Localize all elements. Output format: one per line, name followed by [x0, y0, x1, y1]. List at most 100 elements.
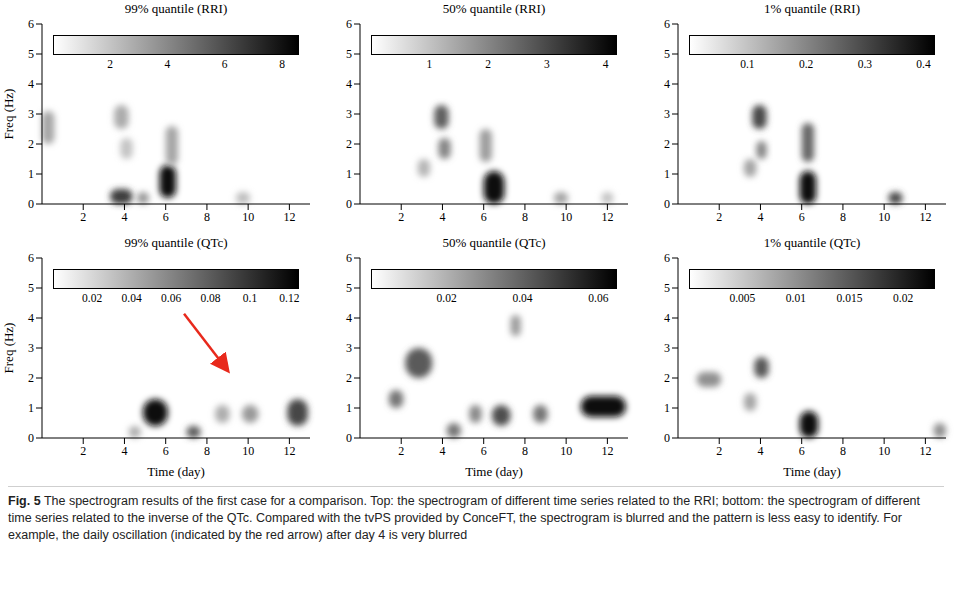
svg-text:6: 6	[346, 252, 352, 265]
svg-text:2: 2	[28, 371, 34, 385]
svg-text:5: 5	[346, 281, 352, 295]
html-text:50% quantile (RRI): 50% quantile (RRI)	[442, 1, 546, 16]
html-text:0.1: 0.1	[740, 57, 755, 70]
svg-text:Time (day): Time (day)	[783, 464, 841, 479]
svg-text:2: 2	[346, 371, 352, 385]
svg-text:3: 3	[346, 107, 352, 121]
svg-text:0: 0	[346, 431, 352, 445]
svg-text:1: 1	[664, 401, 670, 415]
svg-text:4: 4	[757, 444, 763, 458]
html-text:0.4: 0.4	[916, 57, 931, 70]
svg-text:10: 10	[242, 444, 254, 458]
html-text:1% quantile (RRI): 1% quantile (RRI)	[764, 1, 860, 16]
svg-text:8: 8	[204, 210, 210, 224]
svg-text:4: 4	[346, 311, 352, 325]
svg-text:12: 12	[283, 210, 295, 224]
svg-text:3: 3	[346, 341, 352, 355]
svg-text:6: 6	[28, 252, 34, 265]
svg-text:0: 0	[28, 431, 34, 445]
svg-text:4: 4	[121, 210, 127, 224]
svg-text:8: 8	[522, 210, 528, 224]
svg-text:10: 10	[878, 444, 890, 458]
html-text:0.02: 0.02	[82, 291, 103, 304]
svg-text:3: 3	[28, 107, 34, 121]
html-text:0.06: 0.06	[161, 291, 182, 304]
svg-text:12: 12	[919, 444, 931, 458]
html-text:1% quantile (QTc): 1% quantile (QTc)	[763, 235, 861, 250]
svg-text:6: 6	[799, 210, 805, 224]
html-text:0.2: 0.2	[798, 57, 814, 70]
svg-text:0: 0	[346, 197, 352, 211]
svg-text:0: 0	[664, 197, 670, 211]
svg-text:4: 4	[28, 77, 34, 91]
svg-text:4: 4	[664, 311, 670, 325]
svg-text:2: 2	[398, 444, 404, 458]
svg-text:1: 1	[28, 167, 34, 181]
html-text:0.3: 0.3	[857, 57, 872, 70]
svg-text:2: 2	[398, 210, 404, 224]
html-text:0.08: 0.08	[200, 291, 221, 304]
svg-text:1: 1	[346, 401, 352, 415]
svg-text:6: 6	[481, 444, 487, 458]
svg-text:3: 3	[664, 107, 670, 121]
svg-text:12: 12	[919, 210, 931, 224]
svg-text:4: 4	[757, 210, 763, 224]
svg-text:10: 10	[878, 210, 890, 224]
svg-text:4: 4	[121, 444, 127, 458]
svg-text:0: 0	[28, 197, 34, 211]
svg-text:4: 4	[346, 77, 352, 91]
svg-text:6: 6	[664, 252, 670, 265]
svg-text:2: 2	[664, 371, 670, 385]
html-text:99% quantile (QTc): 99% quantile (QTc)	[124, 235, 228, 250]
svg-text:4: 4	[439, 210, 445, 224]
svg-text:12: 12	[283, 444, 295, 458]
svg-text:6: 6	[163, 210, 169, 224]
svg-text:6: 6	[481, 210, 487, 224]
svg-text:1: 1	[346, 167, 352, 181]
svg-text:Time (day): Time (day)	[465, 464, 523, 479]
svg-text:2: 2	[664, 137, 670, 151]
html-text:0.04: 0.04	[121, 291, 142, 304]
svg-text:8: 8	[840, 210, 846, 224]
svg-text:2: 2	[28, 137, 34, 151]
svg-text:12: 12	[601, 210, 613, 224]
svg-text:8: 8	[522, 444, 528, 458]
svg-text:6: 6	[163, 444, 169, 458]
svg-text:3: 3	[664, 341, 670, 355]
svg-text:Freq (Hz): Freq (Hz)	[1, 89, 16, 140]
html-text:0.1: 0.1	[242, 291, 258, 304]
svg-text:2: 2	[80, 444, 86, 458]
html-text:50% quantile (QTc): 50% quantile (QTc)	[442, 235, 546, 250]
svg-text:5: 5	[346, 47, 352, 61]
svg-text:2: 2	[716, 210, 722, 224]
svg-text:12: 12	[601, 444, 613, 458]
svg-text:10: 10	[560, 210, 572, 224]
svg-text:10: 10	[242, 210, 254, 224]
html-text:0.12: 0.12	[279, 291, 300, 304]
svg-text:10: 10	[560, 444, 572, 458]
svg-text:1: 1	[28, 401, 34, 415]
svg-text:6: 6	[799, 444, 805, 458]
svg-text:2: 2	[346, 137, 352, 151]
html-text:99% quantile (RRI): 99% quantile (RRI)	[124, 1, 228, 16]
svg-text:6: 6	[664, 18, 670, 31]
svg-text:5: 5	[28, 281, 34, 295]
svg-text:Time (day): Time (day)	[147, 464, 205, 479]
svg-text:5: 5	[664, 47, 670, 61]
svg-text:0: 0	[664, 431, 670, 445]
svg-text:1: 1	[664, 167, 670, 181]
svg-text:2: 2	[80, 210, 86, 224]
svg-text:8: 8	[204, 444, 210, 458]
svg-text:3: 3	[28, 341, 34, 355]
svg-text:4: 4	[28, 311, 34, 325]
svg-text:2: 2	[716, 444, 722, 458]
svg-text:Freq (Hz): Freq (Hz)	[1, 323, 16, 374]
svg-text:5: 5	[664, 281, 670, 295]
svg-text:5: 5	[28, 47, 34, 61]
svg-text:8: 8	[840, 444, 846, 458]
svg-text:4: 4	[439, 444, 445, 458]
html-text:Fig. 5 The spectrogram results: Fig. 5 The spectrogram results of the fi…	[8, 494, 920, 542]
svg-text:4: 4	[664, 77, 670, 91]
svg-text:6: 6	[346, 18, 352, 31]
svg-text:6: 6	[28, 18, 34, 31]
